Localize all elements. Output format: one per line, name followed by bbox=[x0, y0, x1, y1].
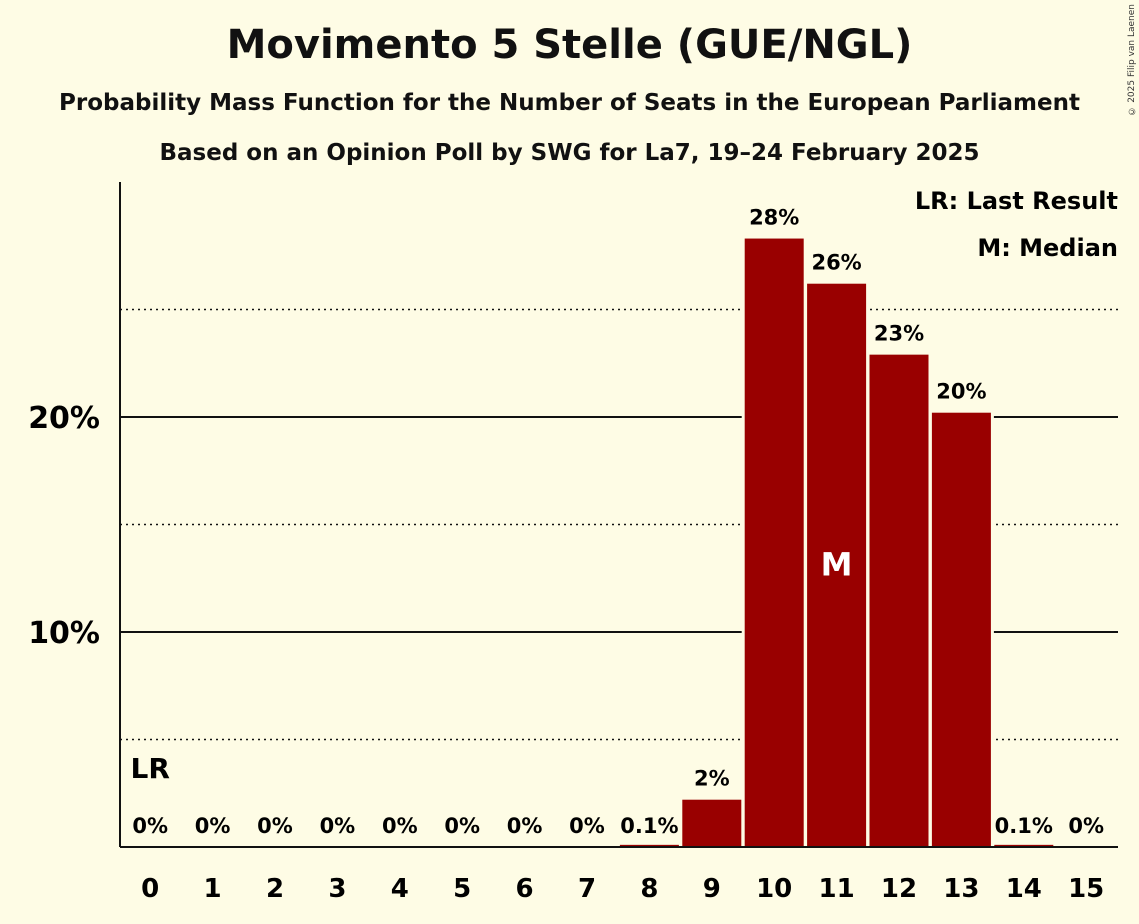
chart-subtitle: Probability Mass Function for the Number… bbox=[59, 90, 1080, 116]
x-tick-label: 13 bbox=[943, 874, 979, 904]
chart-source: Based on an Opinion Poll by SWG for La7,… bbox=[159, 140, 980, 166]
bar-halo bbox=[991, 841, 1057, 847]
x-tick-label: 5 bbox=[453, 874, 471, 904]
data-label: 0% bbox=[195, 814, 231, 838]
x-tick-label: 7 bbox=[578, 874, 596, 904]
data-label: 0% bbox=[257, 814, 293, 838]
x-tick-label: 3 bbox=[328, 874, 346, 904]
data-label: 0% bbox=[507, 814, 543, 838]
data-label: 0.1% bbox=[995, 814, 1053, 838]
bar-halo bbox=[616, 841, 682, 847]
data-label: 0.1% bbox=[620, 814, 678, 838]
data-label: 28% bbox=[749, 206, 799, 230]
x-tick-label: 12 bbox=[881, 874, 917, 904]
median-marker: M bbox=[821, 545, 853, 583]
x-tick-label: 10 bbox=[756, 874, 792, 904]
data-label: 0% bbox=[444, 814, 480, 838]
bar bbox=[619, 844, 679, 847]
data-label: 0% bbox=[382, 814, 418, 838]
bar bbox=[869, 354, 929, 847]
data-label: 20% bbox=[936, 380, 986, 404]
x-tick-label: 9 bbox=[703, 874, 721, 904]
x-tick-label: 15 bbox=[1068, 874, 1104, 904]
bar bbox=[682, 799, 742, 847]
y-tick-label: 20% bbox=[28, 401, 100, 436]
x-tick-label: 14 bbox=[1006, 874, 1042, 904]
bar bbox=[931, 412, 991, 847]
x-tick-label: 1 bbox=[204, 874, 222, 904]
data-label: 0% bbox=[320, 814, 356, 838]
data-label: 0% bbox=[1068, 814, 1104, 838]
x-tick-label: 6 bbox=[516, 874, 534, 904]
data-label: 23% bbox=[874, 322, 924, 346]
x-tick-label: 0 bbox=[141, 874, 159, 904]
bar bbox=[994, 844, 1054, 847]
chart-title: Movimento 5 Stelle (GUE/NGL) bbox=[226, 22, 913, 68]
legend-median: M: Median bbox=[977, 234, 1118, 262]
x-tick-label: 2 bbox=[266, 874, 284, 904]
data-label: 2% bbox=[694, 767, 730, 791]
data-label: 26% bbox=[811, 251, 861, 275]
last-result-marker: LR bbox=[130, 752, 169, 785]
bar bbox=[807, 283, 867, 847]
x-tick-label: 11 bbox=[819, 874, 855, 904]
y-tick-label: 10% bbox=[28, 616, 100, 651]
data-label: 0% bbox=[132, 814, 168, 838]
data-label: 0% bbox=[569, 814, 605, 838]
x-tick-label: 8 bbox=[640, 874, 658, 904]
x-tick-label: 4 bbox=[391, 874, 409, 904]
bar bbox=[744, 238, 804, 848]
legend-last-result: LR: Last Result bbox=[915, 187, 1118, 215]
